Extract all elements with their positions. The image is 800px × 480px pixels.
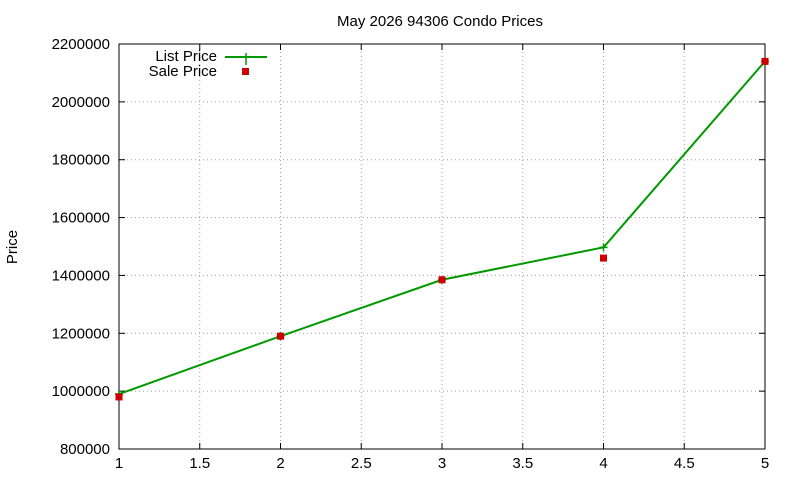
y-axis-tick-labels: 800000 1000000 1200000 1400000 1600000 180000… [52, 36, 110, 458]
y-tick-label: 1000000 [52, 383, 110, 400]
x-tick-label: 2.5 [351, 455, 372, 472]
axis-ticks [118, 43, 766, 450]
data-point-sale-price [277, 332, 284, 340]
y-tick-label: 800000 [60, 441, 110, 458]
chart-title: May 2026 94306 Condo Prices [337, 13, 543, 30]
x-tick-label: 4 [599, 455, 607, 472]
x-tick-label: 4.5 [674, 455, 695, 472]
y-tick-label: 1600000 [52, 210, 110, 227]
y-axis-label: Price [4, 230, 21, 264]
legend: List Price Sale Price [149, 48, 267, 80]
legend-swatch-sale-price-marker [242, 68, 249, 75]
x-tick-label: 3 [438, 455, 446, 472]
data-point-list-price [599, 243, 608, 252]
legend-label-sale-price: Sale Price [149, 63, 217, 80]
data-point-sale-price [761, 57, 769, 65]
x-tick-label: 2 [276, 455, 284, 472]
y-tick-label: 2200000 [52, 36, 110, 53]
series-layer [115, 57, 769, 401]
legend-swatch-list-price-marker [242, 53, 250, 65]
data-point-sale-price [115, 393, 123, 401]
data-point-sale-price [600, 254, 607, 262]
x-tick-label: 5 [761, 455, 769, 472]
grid-lines [119, 44, 765, 449]
x-tick-label: 1.5 [189, 455, 210, 472]
data-point-sale-price [438, 276, 446, 284]
y-tick-label: 1200000 [52, 325, 110, 342]
y-tick-label: 1800000 [52, 152, 110, 169]
series-sale-price [115, 57, 769, 401]
y-tick-label: 1400000 [52, 267, 110, 284]
x-axis-tick-labels: 1 1.5 2 2.5 3 3.5 4 4.5 5 [115, 455, 769, 472]
y-tick-label: 2000000 [52, 94, 110, 111]
x-tick-label: 3.5 [512, 455, 533, 472]
x-tick-label: 1 [115, 455, 123, 472]
legend-label-list-price: List Price [155, 48, 217, 65]
